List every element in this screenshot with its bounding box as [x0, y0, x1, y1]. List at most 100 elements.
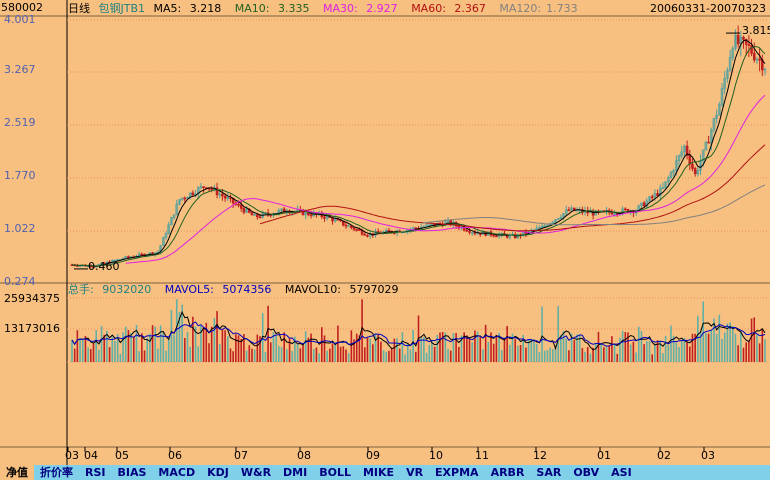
volume-bar — [380, 341, 382, 362]
volume-bar — [213, 318, 216, 362]
ma30-label: MA30: — [322, 2, 358, 15]
candle — [564, 205, 568, 216]
tab-arbr[interactable]: ARBR — [490, 466, 525, 479]
volume-bar — [326, 350, 328, 362]
volume-bar — [546, 350, 549, 362]
volume-bar — [272, 332, 275, 362]
volume-bar — [632, 341, 635, 362]
tab-kdj[interactable]: KDJ — [207, 466, 229, 479]
candle — [734, 29, 737, 51]
volume-bar — [79, 338, 81, 362]
tab-nav[interactable]: 净值 — [0, 465, 34, 480]
price-tick-6: 0.274 — [4, 275, 36, 288]
candle — [731, 45, 735, 61]
candle — [468, 227, 471, 235]
month-label: 10 — [429, 449, 443, 462]
volume-bar — [729, 322, 731, 362]
tab-bias[interactable]: BIAS — [117, 466, 147, 479]
candle — [387, 227, 391, 232]
volume-bar — [697, 315, 699, 362]
volume-bar — [557, 305, 559, 362]
volume-bar — [444, 332, 447, 362]
volume-bar — [334, 344, 337, 362]
tab-macd[interactable]: MACD — [158, 466, 196, 479]
volume-bar — [251, 348, 253, 362]
volume-bar — [441, 332, 444, 362]
month-label: 08 — [297, 449, 311, 462]
mavol10-line — [71, 321, 766, 347]
candle — [538, 225, 541, 229]
ma60-value: 2.367 — [454, 2, 486, 15]
volume-bar — [393, 338, 396, 362]
volume-bar — [460, 335, 463, 362]
mavol5-value: 5074356 — [222, 283, 272, 296]
volume-bar — [568, 350, 570, 362]
volume-bar — [597, 331, 600, 362]
tab-sar[interactable]: SAR — [536, 466, 562, 479]
tab-expma[interactable]: EXPMA — [435, 466, 479, 479]
volume-bar — [436, 334, 439, 362]
tab-boll[interactable]: BOLL — [319, 466, 351, 479]
candle — [667, 175, 670, 187]
volume-bar — [315, 347, 318, 362]
ma5-value: 3.218 — [189, 2, 222, 15]
candle — [664, 181, 667, 190]
month-label: 03 — [65, 449, 79, 462]
volume-bar — [71, 340, 73, 362]
price-markers — [74, 32, 740, 270]
candle — [763, 67, 767, 76]
volume-bar — [452, 333, 455, 362]
volume-bar — [173, 334, 175, 362]
candle — [470, 231, 474, 236]
candle — [183, 196, 187, 203]
volume-bar — [355, 333, 358, 362]
tab-rsi[interactable]: RSI — [85, 466, 106, 479]
candle — [162, 236, 165, 246]
month-label: 09 — [366, 449, 380, 462]
volume-bar — [428, 345, 431, 362]
tab-vr[interactable]: VR — [406, 466, 424, 479]
volume-bar — [592, 347, 594, 362]
volume-bar — [398, 348, 401, 362]
volume-bar — [707, 333, 710, 362]
candle — [172, 214, 176, 220]
tab-obv[interactable]: OBV — [573, 466, 600, 479]
volume-bar — [686, 342, 688, 362]
volume-bar — [603, 347, 605, 362]
volume-bar — [369, 338, 371, 362]
tab-asi[interactable]: ASI — [611, 466, 632, 479]
candle — [696, 167, 700, 177]
volume-bar — [245, 350, 248, 362]
candle — [567, 206, 571, 212]
tab-mike[interactable]: MIKE — [362, 466, 395, 479]
volume-bar — [318, 353, 320, 362]
candle — [752, 42, 756, 63]
volume-bar — [345, 349, 347, 362]
tab-dmi[interactable]: DMI — [283, 466, 308, 479]
volume-bar — [675, 342, 678, 362]
candle — [559, 214, 563, 220]
tab-wr[interactable]: W&R — [240, 466, 272, 479]
volume-bar — [506, 325, 508, 362]
candle — [102, 262, 106, 265]
volume-bar — [742, 347, 745, 362]
month-label: 05 — [115, 449, 129, 462]
volume-bar — [439, 332, 441, 362]
volume-bar — [476, 331, 479, 362]
candle — [656, 189, 659, 198]
volume-bar — [699, 331, 702, 362]
fund-code: 580002 — [1, 1, 43, 14]
volume-bar — [600, 343, 602, 362]
volume-bar — [240, 338, 243, 362]
chart-grid — [0, 0, 770, 465]
volume-bar — [431, 341, 433, 362]
tab-discount[interactable]: 折价率 — [40, 466, 73, 479]
candle — [704, 140, 708, 151]
candle — [186, 196, 189, 199]
volume-bar — [98, 349, 100, 362]
volume-bar — [586, 347, 589, 362]
volume-bar — [691, 333, 694, 362]
volume-bar — [490, 332, 492, 362]
candle — [229, 194, 232, 203]
